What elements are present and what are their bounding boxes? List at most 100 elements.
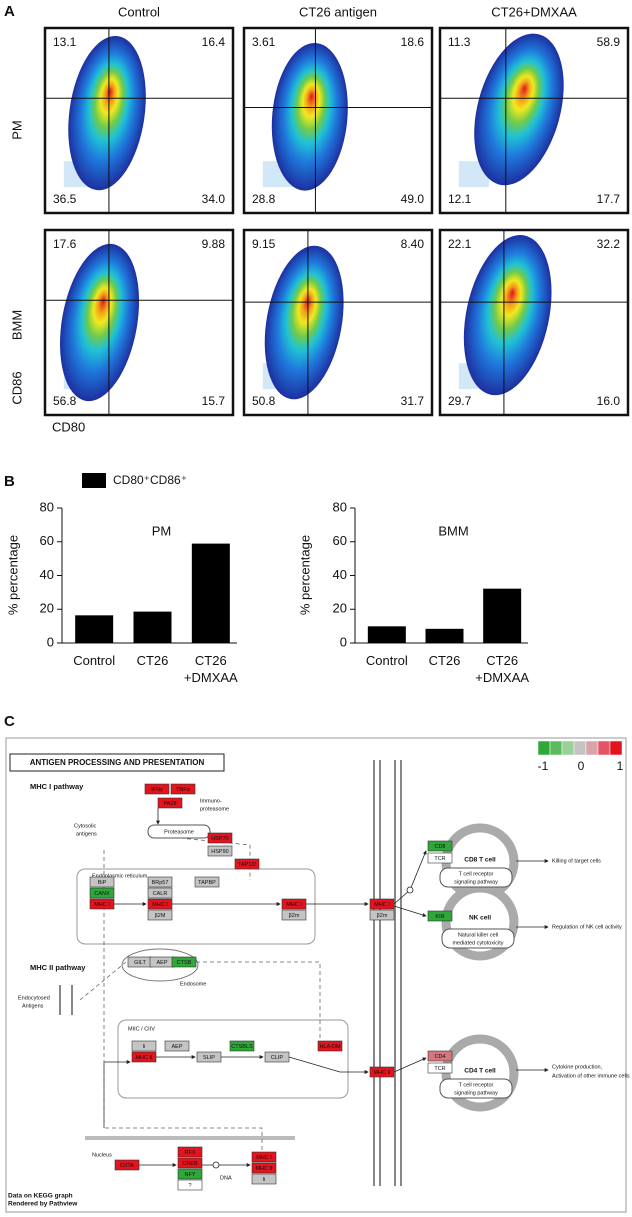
x-axis-label: CD80 xyxy=(52,419,85,434)
y-tick-label: 20 xyxy=(40,601,54,616)
gene-node xyxy=(427,840,453,852)
gene-node xyxy=(234,858,260,870)
gene-node xyxy=(369,1066,395,1078)
gene-label: TCR xyxy=(434,856,445,862)
gene-label: TNFα xyxy=(176,787,191,793)
gene-node xyxy=(427,852,453,864)
pathway-text: MHC II pathway xyxy=(30,963,86,972)
x-tick-label: CT26 xyxy=(429,653,461,668)
x-tick-label: CT26 +DMXAA xyxy=(184,653,238,685)
gene-node xyxy=(281,909,307,921)
plot-frame xyxy=(43,26,235,215)
quadrant-value: 29.7 xyxy=(448,394,472,408)
y-tick-label: 80 xyxy=(40,499,54,514)
er-box xyxy=(76,868,316,945)
scale-cell xyxy=(597,740,611,756)
column-title: CT26+DMXAA xyxy=(491,4,577,19)
gene-label: Ii xyxy=(263,1177,266,1183)
pathway-title: ANTIGEN PROCESSING AND PRESENTATION xyxy=(30,758,205,767)
gene-node xyxy=(229,1040,255,1052)
plot-frame xyxy=(242,26,434,215)
pathway-text: MHC I pathway xyxy=(30,782,84,791)
gene-node xyxy=(89,898,115,910)
panel-label: A xyxy=(4,3,15,20)
y-axis-label: % percentage xyxy=(5,535,20,615)
gene-node xyxy=(89,876,115,888)
legend-label: CD80⁺CD86⁺ xyxy=(113,473,187,487)
bar xyxy=(425,628,464,643)
quadrant-value: 9.15 xyxy=(252,237,276,251)
column-title: Control xyxy=(118,4,160,19)
y-tick-label: 60 xyxy=(40,533,54,548)
gene-label: BRp57 xyxy=(152,880,169,886)
plot-frame xyxy=(242,228,434,417)
gene-label: TCR xyxy=(434,1066,445,1072)
quadrant-value: 28.8 xyxy=(252,192,276,206)
gene-node xyxy=(264,1051,290,1063)
quadrant-value: 34.0 xyxy=(202,192,226,206)
x-tick-label: CT26 xyxy=(137,653,169,668)
quadrant-value: 36.5 xyxy=(53,192,77,206)
density xyxy=(463,235,552,396)
pathway-text: Natural killer cell xyxy=(458,932,498,938)
gene-label: GILT xyxy=(134,960,146,966)
gene-node xyxy=(251,1151,277,1163)
quadrant-value: 17.7 xyxy=(597,192,621,206)
proteasome-box xyxy=(147,824,211,839)
gene-node xyxy=(251,1173,277,1185)
pathway-text: Proteasome xyxy=(164,829,194,835)
density xyxy=(68,35,146,191)
pathway-text: signaling pathway xyxy=(454,1090,498,1096)
scale-label: 1 xyxy=(617,759,624,773)
pathway-boxes xyxy=(439,867,515,1099)
quadrant-value: 50.8 xyxy=(252,394,276,408)
column-title: CT26 antigen xyxy=(299,4,377,19)
pathway-text: Nucleus xyxy=(92,1152,112,1158)
quadrant-value: 3.61 xyxy=(252,35,276,49)
gene-label: CANX xyxy=(94,891,110,897)
bar xyxy=(367,626,406,643)
row-label: PM xyxy=(9,120,24,140)
bar-panel: CD80⁺CD86⁺ 0 20 40 60 80 PM % percentage Control… xyxy=(5,473,529,685)
gene-node xyxy=(251,1162,277,1174)
gene-label: CTSB xyxy=(177,960,192,966)
y-axis-label: CD86 xyxy=(9,371,24,404)
gene-label: MHC II xyxy=(373,1070,391,1076)
quadrant-value: 49.0 xyxy=(401,192,425,206)
gene-label: TAPBP xyxy=(198,880,216,886)
quadrant-value: 32.2 xyxy=(597,237,621,251)
plot-frame xyxy=(43,228,235,417)
flow-panel: Control CT26 antigen CT26+DMXAA PM BMM CD86 CD… xyxy=(9,4,630,434)
scale-cell xyxy=(537,740,551,756)
gene-label: CTSBLS xyxy=(231,1044,253,1050)
y-tick-label: 40 xyxy=(40,567,54,582)
pathway-text: Cytokine production, xyxy=(552,1064,603,1070)
bar xyxy=(191,543,230,643)
gene-node xyxy=(427,1062,453,1074)
pathway-text: CD4 T cell xyxy=(464,1068,496,1075)
gene-label: HLA-DM xyxy=(319,1044,341,1050)
gene-label: β2M xyxy=(155,913,166,919)
gene-label: MHC II xyxy=(135,1055,153,1061)
plot-frame xyxy=(438,228,630,417)
bar xyxy=(75,615,114,643)
gene-label: β2m xyxy=(289,913,300,919)
gene-label: RFX xyxy=(185,1150,196,1156)
gene-label: HSP70 xyxy=(211,836,228,842)
quadrant-value: 13.1 xyxy=(53,35,77,49)
legend-swatch xyxy=(82,473,106,488)
scale-cell xyxy=(585,740,599,756)
gene-node xyxy=(177,1157,203,1169)
scale-cell xyxy=(573,740,587,756)
pathway-text: MIIC / CIIV xyxy=(128,1026,155,1032)
gene-node xyxy=(177,1179,203,1191)
gene-node xyxy=(157,797,183,809)
gene-label: CALR xyxy=(153,891,168,897)
gene-label: MHC I xyxy=(152,902,168,908)
pathway-text: Immuno- xyxy=(200,798,222,804)
quadrant-value: 17.6 xyxy=(53,237,77,251)
quadrant-value: 58.9 xyxy=(597,35,621,49)
gene-label: CD4 xyxy=(434,1054,445,1060)
scale-cell xyxy=(561,740,575,756)
y-axis-label: % percentage xyxy=(297,535,312,615)
